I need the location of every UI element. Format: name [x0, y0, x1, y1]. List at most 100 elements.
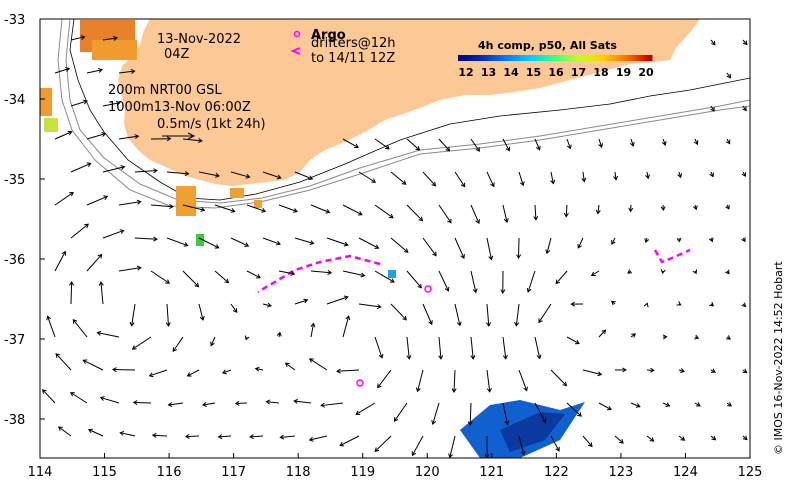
- current-vector: [310, 323, 315, 338]
- current-vector: [394, 402, 408, 422]
- lon-tick-label: 114: [28, 465, 53, 480]
- current-vector: [118, 201, 141, 206]
- current-vector: [710, 435, 716, 441]
- drifters-to-label: to 14/11 12Z: [311, 51, 395, 66]
- current-vector-head: [169, 203, 174, 209]
- credit-label: © IMOS 16-Nov-2022 14:52 Hobart: [772, 261, 785, 455]
- colorbar-cell: [500, 55, 504, 61]
- current-vector: [546, 237, 552, 254]
- current-vector-head: [119, 430, 125, 436]
- current-vector: [182, 138, 202, 142]
- colorbar-cell: [587, 55, 592, 61]
- depth-label-2: 1000m13-Nov 06:00Z: [108, 100, 251, 115]
- current-vector-head: [388, 213, 394, 219]
- colorbar-cell: [529, 55, 533, 61]
- current-vector-head: [136, 265, 142, 271]
- current-vector: [54, 131, 72, 140]
- current-vector: [86, 195, 108, 206]
- current-vector: [515, 303, 520, 326]
- colorbar-cell: [597, 55, 601, 61]
- colorbar-cell: [548, 55, 553, 61]
- current-vector-head: [166, 136, 172, 142]
- colorbar-cell: [555, 55, 559, 61]
- current-vector: [294, 237, 314, 245]
- current-vector-head: [627, 269, 633, 274]
- current-vector-head: [377, 383, 382, 389]
- current-vector: [255, 368, 264, 371]
- current-vector-head: [577, 243, 582, 249]
- lon-tick-label: 120: [415, 465, 440, 480]
- argo-float-2: [356, 379, 364, 387]
- current-vector-head: [431, 181, 437, 187]
- current-vector: [102, 102, 121, 107]
- current-vector: [538, 303, 552, 323]
- current-vector-head: [676, 237, 682, 243]
- current-vector-head: [692, 205, 698, 211]
- current-vector-head: [293, 398, 298, 404]
- current-vector-head: [343, 295, 349, 301]
- colorbar-cell: [632, 55, 637, 61]
- current-vector-head: [279, 434, 285, 440]
- colorbar-title: 4h comp, p50, All Sats: [478, 39, 617, 52]
- current-vector: [518, 171, 524, 186]
- current-vector: [454, 303, 461, 326]
- current-vector: [598, 138, 603, 148]
- current-vector-head: [411, 451, 417, 457]
- current-vector: [337, 369, 360, 372]
- colorbar-cell: [593, 55, 598, 61]
- plot-frame: [39, 18, 751, 459]
- current-vector-head: [55, 353, 61, 358]
- colorbar-cell: [561, 55, 566, 61]
- current-vector-head: [72, 319, 78, 324]
- current-vector: [214, 204, 235, 212]
- current-vector-head: [503, 218, 509, 224]
- current-vector: [550, 435, 560, 452]
- current-vector-head: [406, 355, 412, 360]
- current-vector: [355, 402, 376, 415]
- current-vector: [577, 237, 584, 249]
- current-vector-head: [261, 208, 267, 213]
- current-vector-head: [401, 180, 407, 185]
- colorbar-tick-label: 13: [481, 66, 496, 79]
- colorbar-cell: [645, 55, 650, 61]
- current-vector-head: [486, 322, 492, 327]
- current-vector-head: [96, 330, 102, 336]
- current-vector-head: [244, 242, 250, 247]
- current-vector: [566, 402, 582, 417]
- current-vector: [86, 254, 103, 272]
- current-vector-head: [46, 315, 51, 321]
- current-vector: [438, 204, 452, 224]
- current-vector-head: [523, 386, 528, 392]
- current-vector: [198, 303, 204, 321]
- current-vector-head: [629, 141, 635, 147]
- current-vector-head: [581, 177, 587, 183]
- current-vector-head: [198, 138, 203, 144]
- colorbar-ticks: 12 13 14 15 16 17 18 19 20: [458, 66, 654, 79]
- colorbar-cell: [545, 55, 550, 61]
- colorbar-cell: [464, 55, 469, 61]
- current-vector: [377, 369, 392, 388]
- current-vector-head: [460, 254, 465, 259]
- current-vector-head: [590, 271, 596, 277]
- current-vector: [470, 270, 477, 293]
- current-vector: [321, 402, 344, 407]
- current-vector-head: [214, 244, 220, 249]
- current-vector-head: [134, 134, 140, 140]
- lon-tick-label: 119: [350, 465, 375, 480]
- current-vector: [486, 237, 492, 260]
- current-vector-head: [99, 396, 105, 401]
- current-vector: [210, 336, 216, 346]
- current-vector: [72, 319, 88, 338]
- current-vector: [438, 270, 449, 292]
- current-vector-head: [345, 315, 351, 321]
- scale-label: 0.5m/s (1kt 24h): [157, 117, 266, 132]
- current-vector-head: [221, 369, 227, 375]
- current-vector: [47, 316, 56, 338]
- current-vector-head: [355, 410, 361, 415]
- colorbar-cell: [648, 55, 653, 61]
- current-vector-head: [519, 181, 525, 187]
- current-vector: [266, 401, 280, 404]
- current-vector: [262, 303, 272, 307]
- current-vector: [518, 435, 525, 456]
- current-vector-head: [184, 433, 190, 439]
